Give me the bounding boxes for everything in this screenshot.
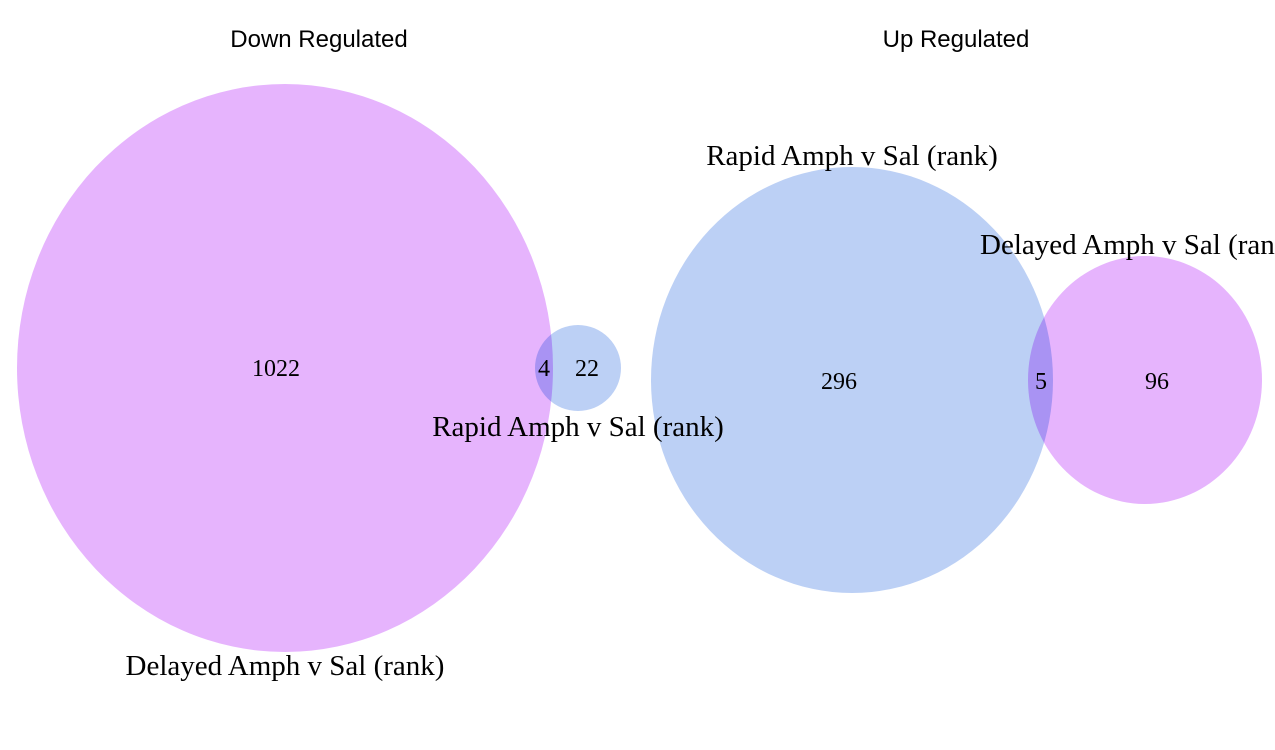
- count-rapid-only-up: 296: [821, 369, 857, 395]
- count-delayed-only-up: 96: [1145, 369, 1169, 395]
- venn-panel-up-regulated: Up Regulated 296 5 96 Rapid Amph v Sal (…: [651, 26, 1275, 593]
- circle-rapid-up: [651, 167, 1053, 593]
- circle-rapid-down: [535, 325, 621, 411]
- set-label-rapid-up: Rapid Amph v Sal (rank): [706, 140, 998, 172]
- count-delayed-only-down: 1022: [252, 356, 300, 382]
- panel-title-down-regulated: Down Regulated: [230, 26, 407, 53]
- circle-delayed-down: [17, 84, 553, 652]
- set-label-delayed-down: Delayed Amph v Sal (rank): [126, 650, 445, 682]
- venn-panel-down-regulated: Down Regulated 1022 4 22 Delayed Amph v …: [17, 26, 621, 682]
- set-label-rapid-down: Rapid Amph v Sal (rank): [432, 411, 724, 443]
- set-label-delayed-up: Delayed Amph v Sal (rank): [980, 229, 1275, 261]
- count-overlap-down: 4: [538, 356, 550, 382]
- count-rapid-only-down: 22: [575, 356, 599, 382]
- count-overlap-up: 5: [1035, 369, 1047, 395]
- panel-title-up-regulated: Up Regulated: [883, 26, 1030, 53]
- circle-delayed-up: [1028, 256, 1262, 504]
